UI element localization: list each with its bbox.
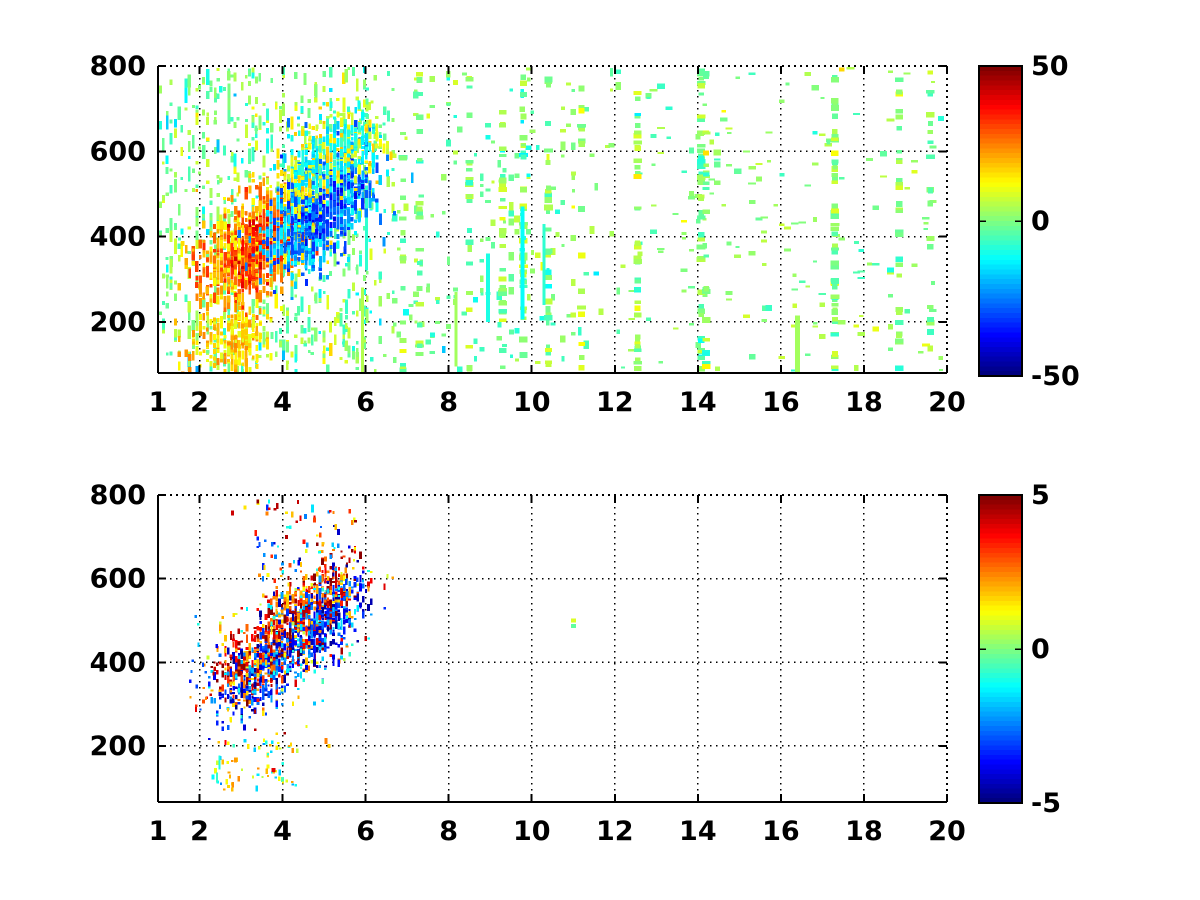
bottom-x-tick-label: 18 <box>845 816 883 847</box>
top-x-tick-label: 4 <box>273 387 292 418</box>
top-colorbar-tick-label: 0 <box>1031 206 1050 237</box>
bottom-plot-tick-labels: 1 2 4 6 8 10 12 14 16 18 20 200 400 600 800 <box>90 480 966 847</box>
top-y-tick-label: 400 <box>90 222 146 253</box>
top-colorbar-tick-label: -50 <box>1031 361 1080 392</box>
bottom-x-tick-label: 16 <box>762 816 800 847</box>
bottom-x-tick-label: 20 <box>928 816 966 847</box>
top-x-tick-label: 20 <box>928 387 966 418</box>
top-plot-data <box>159 67 944 372</box>
top-x-tick-label: 16 <box>762 387 800 418</box>
bottom-colorbar-tick-label: 5 <box>1031 480 1050 511</box>
bottom-x-tick-label: 6 <box>356 816 375 847</box>
top-x-tick-label: 2 <box>190 387 209 418</box>
bottom-y-tick-label: 800 <box>90 480 146 511</box>
top-colorbar: 50 0 -50 <box>978 51 1080 392</box>
bottom-x-tick-label: 14 <box>679 816 717 847</box>
bottom-x-tick-label: 2 <box>190 816 209 847</box>
top-x-tick-label: 10 <box>513 387 551 418</box>
top-colorbar-tick-label: 50 <box>1031 51 1069 82</box>
bottom-y-tick-label: 200 <box>90 731 146 762</box>
top-x-tick-label: 14 <box>679 387 717 418</box>
bottom-colorbar: 5 0 -5 <box>978 480 1061 819</box>
top-y-tick-label: 800 <box>90 51 146 82</box>
top-y-tick-label: 200 <box>90 307 146 338</box>
top-y-tick-label: 600 <box>90 136 146 167</box>
top-x-tick-label: 1 <box>149 387 168 418</box>
top-plot-tick-labels: 1 2 4 6 8 10 12 14 16 18 20 200 400 600 800 <box>90 51 966 418</box>
top-x-tick-label: 18 <box>845 387 883 418</box>
top-plot-axes <box>157 65 948 374</box>
bottom-plot-axes <box>157 494 948 803</box>
bottom-y-tick-label: 600 <box>90 564 146 595</box>
top-x-tick-label: 12 <box>596 387 634 418</box>
bottom-y-tick-label: 400 <box>90 647 146 678</box>
bottom-x-tick-label: 10 <box>513 816 551 847</box>
bottom-x-tick-label: 12 <box>596 816 634 847</box>
bottom-x-tick-label: 1 <box>149 816 168 847</box>
bottom-colorbar-tick-label: 0 <box>1031 634 1050 665</box>
bottom-colorbar-tick-label: -5 <box>1031 788 1061 819</box>
bottom-x-tick-label: 4 <box>273 816 292 847</box>
top-x-tick-label: 8 <box>439 387 458 418</box>
top-x-tick-label: 6 <box>356 387 375 418</box>
bottom-plot-data <box>189 499 576 792</box>
bottom-x-tick-label: 8 <box>439 816 458 847</box>
